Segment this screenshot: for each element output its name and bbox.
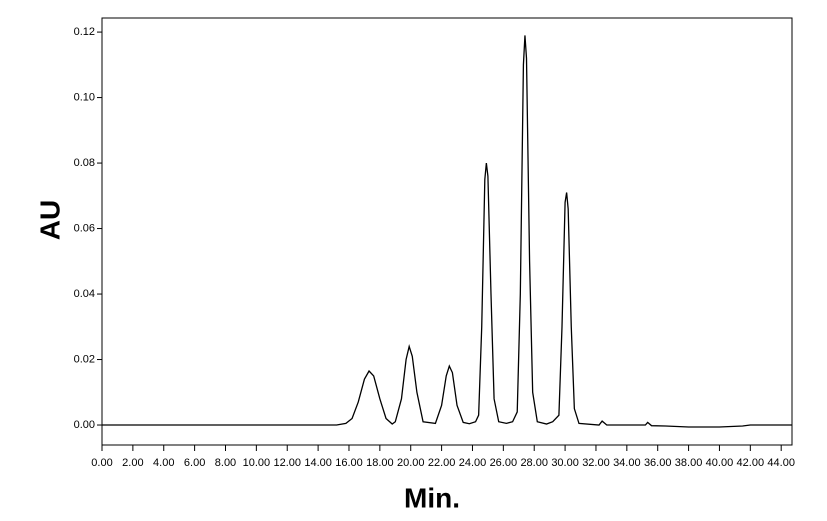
x-tick-label: 36.00: [644, 457, 672, 469]
y-tick-label: 0.04: [74, 288, 95, 300]
x-tick-label: 44.00: [767, 457, 795, 469]
x-tick-label: 26.00: [490, 457, 518, 469]
y-axis-title: AU: [34, 200, 65, 240]
x-tick-label: 42.00: [737, 457, 765, 469]
x-tick-label: 8.00: [215, 457, 236, 469]
plot-frame: [101, 17, 793, 446]
x-tick-label: 12.00: [273, 457, 301, 469]
x-tick-label: 32.00: [582, 457, 610, 469]
y-tick-label: 0.06: [74, 222, 95, 234]
x-tick-label: 34.00: [613, 457, 641, 469]
x-tick-label: 16.00: [335, 457, 363, 469]
y-tick-label: 0.12: [74, 26, 95, 38]
x-tick-label: 28.00: [520, 457, 548, 469]
x-tick-label: 38.00: [675, 457, 703, 469]
y-tick-label: 0.02: [74, 353, 95, 365]
x-tick-label: 22.00: [428, 457, 456, 469]
x-tick-label: 30.00: [551, 457, 579, 469]
x-tick-label: 40.00: [706, 457, 734, 469]
x-tick-label: 14.00: [304, 457, 332, 469]
x-tick-label: 6.00: [184, 457, 205, 469]
chromatogram-line: [102, 35, 792, 428]
y-tick-label: 0.10: [74, 91, 95, 103]
x-tick-label: 4.00: [153, 457, 174, 469]
y-tick-label: 0.08: [74, 157, 95, 169]
x-tick-label: 18.00: [366, 457, 394, 469]
x-tick-label: 2.00: [122, 457, 143, 469]
y-tick-label: 0.00: [74, 419, 95, 431]
x-tick-label: 24.00: [459, 457, 487, 469]
x-tick-label: 0.00: [91, 457, 112, 469]
x-tick-label: 20.00: [397, 457, 425, 469]
x-axis-title: Min.: [404, 482, 460, 513]
x-tick-label: 10.00: [243, 457, 271, 469]
